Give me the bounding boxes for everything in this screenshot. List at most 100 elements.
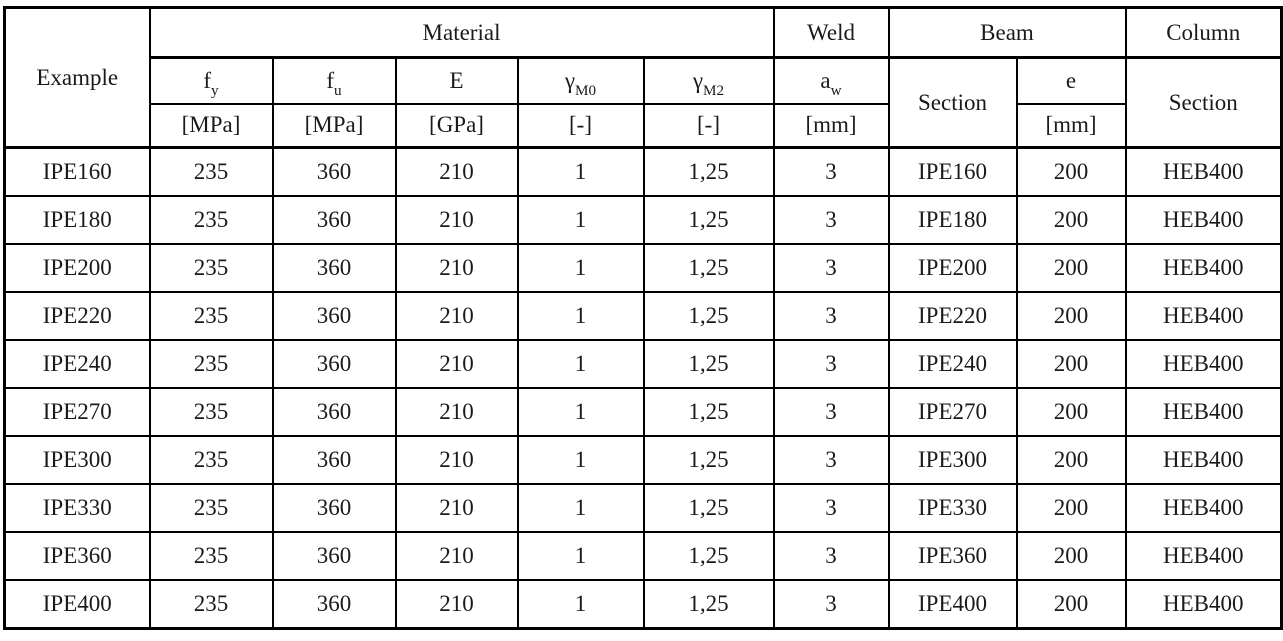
cell-fy: 235 <box>148 483 274 534</box>
cell-example: IPE160 <box>3 145 151 197</box>
cell-aw: 3 <box>772 386 890 438</box>
cell-fu: 360 <box>271 483 397 534</box>
cell-E: 210 <box>394 386 519 438</box>
cell-fy: 235 <box>148 531 274 582</box>
cell-gammaM0: 1 <box>516 579 645 630</box>
cell-aw: 3 <box>772 242 890 293</box>
cell-fy: 235 <box>148 290 274 341</box>
header-column-section: Section <box>1124 56 1283 149</box>
cell-example: IPE270 <box>3 386 151 438</box>
unit-E: [GPa] <box>394 102 519 149</box>
header-example: Example <box>3 6 151 149</box>
cell-E: 210 <box>394 290 519 341</box>
cell-beam-section: IPE400 <box>887 579 1018 630</box>
aw-subscript: w <box>830 82 842 100</box>
cell-E: 210 <box>394 194 519 245</box>
cell-fu: 360 <box>271 386 397 438</box>
cell-e: 200 <box>1015 483 1127 534</box>
cell-E: 210 <box>394 531 519 582</box>
cell-column-section: HEB400 <box>1124 435 1283 486</box>
cell-gammaM0: 1 <box>516 483 645 534</box>
table-row: IPE160 235 360 210 1 1,25 3 IPE160 200 H… <box>3 145 1283 197</box>
cell-gammaM0: 1 <box>516 338 645 389</box>
cell-example: IPE330 <box>3 483 151 534</box>
cell-fy: 235 <box>148 338 274 389</box>
cell-fu: 360 <box>271 242 397 293</box>
cell-gammaM2: 1,25 <box>642 579 775 630</box>
cell-column-section: HEB400 <box>1124 145 1283 197</box>
cell-beam-section: IPE270 <box>887 386 1018 438</box>
cell-column-section: HEB400 <box>1124 290 1283 341</box>
table-row: IPE330 235 360 210 1 1,25 3 IPE330 200 H… <box>3 483 1283 534</box>
header-e: e <box>1015 56 1127 105</box>
cell-gammaM2: 1,25 <box>642 386 775 438</box>
unit-e: [mm] <box>1015 102 1127 149</box>
cell-fu: 360 <box>271 290 397 341</box>
cell-aw: 3 <box>772 145 890 197</box>
cell-e: 200 <box>1015 242 1127 293</box>
cell-fu: 360 <box>271 435 397 486</box>
cell-fu: 360 <box>271 194 397 245</box>
table-row: IPE360 235 360 210 1 1,25 3 IPE360 200 H… <box>3 531 1283 582</box>
cell-gammaM2: 1,25 <box>642 194 775 245</box>
cell-fy: 235 <box>148 386 274 438</box>
cell-column-section: HEB400 <box>1124 483 1283 534</box>
gammaM0-subscript: M0 <box>575 82 597 100</box>
cell-example: IPE300 <box>3 435 151 486</box>
cell-gammaM2: 1,25 <box>642 435 775 486</box>
cell-beam-section: IPE360 <box>887 531 1018 582</box>
unit-gammaM2: [-] <box>642 102 775 149</box>
cell-aw: 3 <box>772 194 890 245</box>
cell-e: 200 <box>1015 579 1127 630</box>
cell-gammaM0: 1 <box>516 194 645 245</box>
cell-gammaM0: 1 <box>516 290 645 341</box>
cell-gammaM2: 1,25 <box>642 242 775 293</box>
cell-aw: 3 <box>772 290 890 341</box>
cell-aw: 3 <box>772 531 890 582</box>
fu-symbol: f <box>326 67 335 93</box>
cell-fu: 360 <box>271 338 397 389</box>
cell-fy: 235 <box>148 145 274 197</box>
cell-gammaM2: 1,25 <box>642 531 775 582</box>
table-row: IPE400 235 360 210 1 1,25 3 IPE400 200 H… <box>3 579 1283 630</box>
cell-e: 200 <box>1015 435 1127 486</box>
cell-example: IPE360 <box>3 531 151 582</box>
header-fy: fy <box>148 56 274 105</box>
cell-beam-section: IPE220 <box>887 290 1018 341</box>
cell-fu: 360 <box>271 531 397 582</box>
cell-example: IPE240 <box>3 338 151 389</box>
header-fu: fu <box>271 56 397 105</box>
cell-fy: 235 <box>148 242 274 293</box>
cell-column-section: HEB400 <box>1124 386 1283 438</box>
header-material-group: Material <box>148 6 775 59</box>
cell-column-section: HEB400 <box>1124 242 1283 293</box>
cell-aw: 3 <box>772 338 890 389</box>
cell-gammaM0: 1 <box>516 242 645 293</box>
cell-E: 210 <box>394 435 519 486</box>
cell-example: IPE400 <box>3 579 151 630</box>
cell-example: IPE180 <box>3 194 151 245</box>
fy-symbol: f <box>203 67 212 93</box>
cell-gammaM2: 1,25 <box>642 145 775 197</box>
cell-beam-section: IPE300 <box>887 435 1018 486</box>
gammaM0-symbol: γ <box>564 67 576 93</box>
cell-gammaM2: 1,25 <box>642 290 775 341</box>
header-gammaM2: γM2 <box>642 56 775 105</box>
table-row: IPE240 235 360 210 1 1,25 3 IPE240 200 H… <box>3 338 1283 389</box>
cell-e: 200 <box>1015 194 1127 245</box>
unit-fy: [MPa] <box>148 102 274 149</box>
cell-gammaM0: 1 <box>516 435 645 486</box>
header-column-group: Column <box>1124 6 1283 59</box>
cell-example: IPE200 <box>3 242 151 293</box>
cell-aw: 3 <box>772 483 890 534</box>
cell-aw: 3 <box>772 579 890 630</box>
cell-E: 210 <box>394 483 519 534</box>
cell-beam-section: IPE200 <box>887 242 1018 293</box>
cell-beam-section: IPE240 <box>887 338 1018 389</box>
cell-gammaM0: 1 <box>516 145 645 197</box>
symbol-header-row: fy fu E γM0 γM2 aw Section e Section <box>5 56 1283 149</box>
cell-example: IPE220 <box>3 290 151 341</box>
E-symbol: E <box>449 67 464 93</box>
cell-E: 210 <box>394 145 519 197</box>
